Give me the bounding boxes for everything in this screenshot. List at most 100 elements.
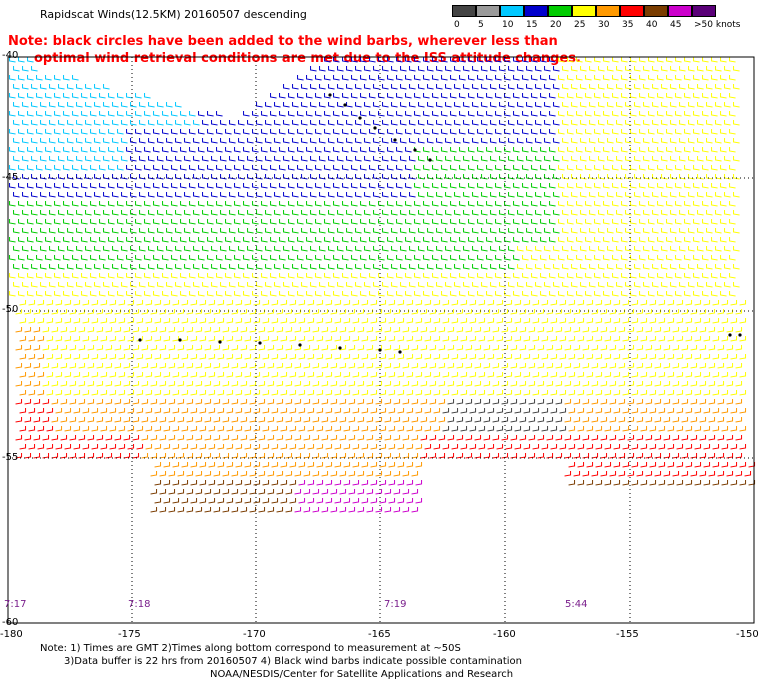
wind-barb <box>112 120 119 126</box>
wind-barb <box>103 120 110 126</box>
wind-barb <box>141 417 149 423</box>
wind-barb <box>45 273 52 279</box>
wind-barb <box>589 174 596 180</box>
wind-barb <box>189 111 196 117</box>
wind-barb <box>202 246 209 252</box>
wind-barb <box>276 471 284 477</box>
wind-barb <box>297 291 304 297</box>
wind-barb <box>253 300 261 306</box>
wind-barb <box>27 273 34 279</box>
wind-barb <box>541 408 549 414</box>
wind-barb <box>483 435 491 441</box>
wind-barb <box>355 102 362 108</box>
wind-barb <box>100 336 108 342</box>
wind-barb <box>645 435 653 441</box>
wind-barb <box>337 264 344 270</box>
wind-barb <box>361 300 369 306</box>
wind-barb <box>244 300 252 306</box>
wind-barb <box>459 111 466 117</box>
wind-barb <box>469 372 477 378</box>
wind-barb <box>153 201 160 207</box>
wind-barb <box>72 219 79 225</box>
contamination-circle <box>373 126 377 130</box>
wind-barb <box>436 210 443 216</box>
wind-barb <box>405 219 412 225</box>
wind-barb <box>522 75 529 81</box>
wind-barb <box>213 345 221 351</box>
wind-barb <box>684 219 691 225</box>
wind-barb <box>175 210 182 216</box>
wind-barb <box>643 102 650 108</box>
wind-barb <box>442 390 450 396</box>
wind-barb <box>207 183 214 189</box>
wind-barb <box>87 363 95 369</box>
wind-barb <box>645 381 653 387</box>
wind-barb <box>540 93 547 99</box>
wind-barb <box>532 336 540 342</box>
wind-barb <box>406 498 414 504</box>
wind-barb <box>504 291 511 297</box>
wind-barb <box>540 273 547 279</box>
wind-barb <box>126 237 133 243</box>
wind-barb <box>603 237 610 243</box>
wind-barb <box>148 282 155 288</box>
wind-barb <box>441 273 448 279</box>
wind-barb <box>351 75 358 81</box>
wind-barb <box>406 336 414 342</box>
wind-barb <box>162 255 169 261</box>
wind-barb <box>433 444 441 450</box>
wind-barb <box>370 336 378 342</box>
wind-barb <box>409 246 416 252</box>
wind-barb <box>396 183 403 189</box>
wind-barb <box>42 435 50 441</box>
legend-label: 30 <box>598 20 610 30</box>
wind-barb <box>85 264 92 270</box>
wind-barb <box>366 453 374 459</box>
wind-barb <box>280 336 288 342</box>
wind-barb <box>532 354 540 360</box>
wind-barb <box>58 102 65 108</box>
wind-barb <box>564 363 572 369</box>
wind-barb <box>483 417 491 423</box>
wind-barb <box>54 291 61 297</box>
wind-barb <box>670 228 677 234</box>
wind-barb <box>553 102 560 108</box>
wind-barb <box>535 84 542 90</box>
wind-barb <box>276 489 284 495</box>
legend-swatch <box>500 5 524 17</box>
wind-barb <box>589 192 596 198</box>
wind-barb <box>397 318 405 324</box>
wind-barb <box>729 111 736 117</box>
wind-barb <box>31 246 38 252</box>
wind-barb <box>96 363 104 369</box>
wind-barb <box>379 480 387 486</box>
wind-barb <box>414 165 421 171</box>
wind-barb <box>135 237 142 243</box>
wind-barb <box>208 300 216 306</box>
wind-barb <box>280 390 288 396</box>
wind-barb <box>573 309 581 315</box>
wind-barb <box>616 192 623 198</box>
wind-barb <box>711 183 718 189</box>
wind-barb <box>576 111 583 117</box>
wind-barb <box>324 129 331 135</box>
wind-barb <box>553 66 560 72</box>
wind-barb <box>454 138 461 144</box>
wind-barb <box>312 399 320 405</box>
wind-barb <box>375 507 383 513</box>
wind-barb <box>261 255 268 261</box>
wind-barb <box>391 84 398 90</box>
wind-barb <box>567 273 574 279</box>
wind-barb <box>648 57 655 63</box>
wind-barb <box>706 282 713 288</box>
wind-barb <box>45 111 52 117</box>
wind-barb <box>667 408 675 414</box>
wind-barb <box>490 228 497 234</box>
wind-barb <box>396 273 403 279</box>
wind-barb <box>357 507 365 513</box>
wind-barb <box>180 147 187 153</box>
wind-barb <box>256 210 263 216</box>
wind-barb <box>720 57 727 63</box>
wind-barb <box>603 291 610 297</box>
wind-barb <box>721 336 729 342</box>
